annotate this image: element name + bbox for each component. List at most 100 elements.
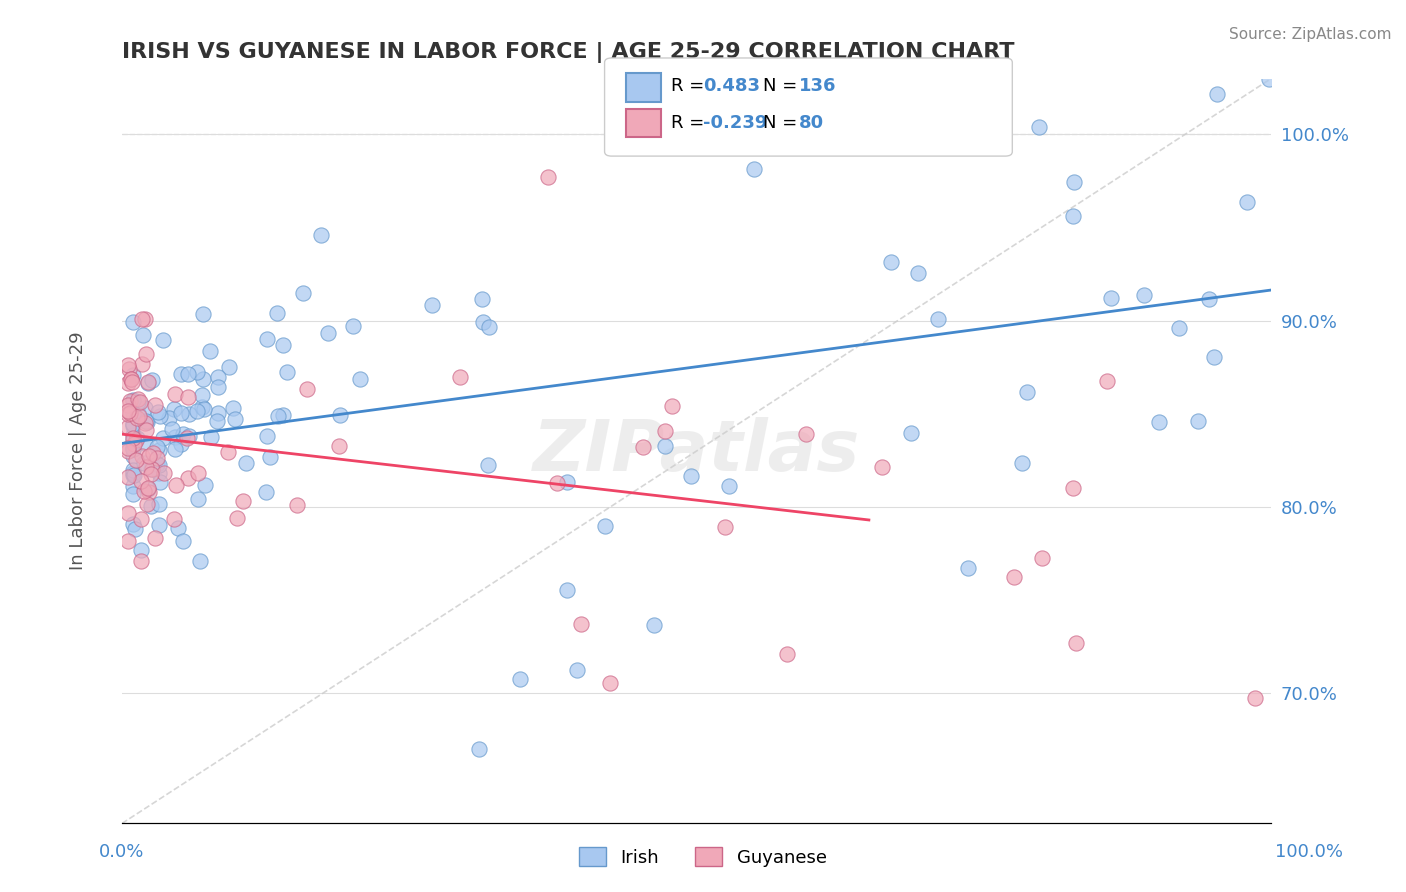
Point	[149, 409, 172, 423]
Point	[120, 372, 142, 386]
Point	[254, 484, 277, 499]
Point	[125, 411, 148, 425]
Point	[226, 510, 249, 524]
Point	[135, 423, 157, 437]
Point	[146, 458, 169, 472]
Point	[205, 414, 228, 428]
Point	[1133, 287, 1156, 301]
Point	[349, 372, 371, 386]
Point	[170, 436, 193, 450]
Text: N =: N =	[763, 77, 803, 95]
Point	[742, 162, 765, 177]
Point	[471, 315, 494, 329]
Point	[145, 398, 167, 412]
Point	[1064, 636, 1087, 650]
Point	[177, 428, 200, 442]
Point	[1031, 550, 1053, 565]
Point	[187, 492, 209, 507]
Point	[681, 469, 703, 483]
Point	[117, 533, 139, 548]
Point	[1204, 350, 1226, 364]
Point	[152, 432, 174, 446]
Point	[957, 561, 980, 575]
Point	[132, 456, 155, 470]
Point	[654, 439, 676, 453]
Point	[131, 312, 153, 326]
Point	[149, 475, 172, 489]
Point	[1002, 570, 1025, 584]
Point	[138, 449, 160, 463]
Point	[117, 506, 139, 520]
Point	[207, 406, 229, 420]
Point	[129, 554, 152, 568]
Point	[117, 441, 139, 455]
Point	[198, 344, 221, 359]
Point	[136, 375, 159, 389]
Text: Source: ZipAtlas.com: Source: ZipAtlas.com	[1229, 27, 1392, 42]
Point	[122, 417, 145, 431]
Point	[122, 442, 145, 456]
Point	[157, 411, 180, 425]
Point	[125, 413, 148, 427]
Point	[291, 286, 314, 301]
Point	[194, 478, 217, 492]
Point	[117, 469, 139, 483]
Point	[165, 430, 187, 444]
Point	[1243, 690, 1265, 705]
Point	[148, 517, 170, 532]
Point	[276, 365, 298, 379]
Point	[148, 443, 170, 458]
Point	[1236, 194, 1258, 209]
Point	[186, 404, 208, 418]
Point	[134, 416, 156, 430]
Point	[129, 511, 152, 525]
Point	[449, 369, 471, 384]
Point	[141, 499, 163, 513]
Text: 0.0%: 0.0%	[98, 843, 143, 861]
Point	[172, 533, 194, 548]
Point	[1011, 456, 1033, 470]
Point	[118, 362, 141, 376]
Legend: Irish, Guyanese: Irish, Guyanese	[572, 840, 834, 874]
Point	[775, 648, 797, 662]
Point	[146, 451, 169, 466]
Point	[266, 306, 288, 320]
Point	[122, 368, 145, 382]
Point	[160, 422, 183, 436]
Point	[218, 359, 240, 374]
Point	[879, 255, 901, 269]
Point	[117, 443, 139, 458]
Point	[256, 332, 278, 346]
Point	[595, 519, 617, 533]
Point	[191, 388, 214, 402]
Text: N =: N =	[763, 114, 803, 132]
Point	[122, 449, 145, 463]
Point	[654, 424, 676, 438]
Point	[125, 433, 148, 447]
Point	[135, 460, 157, 475]
Point	[794, 426, 817, 441]
Point	[179, 407, 201, 421]
Point	[714, 519, 737, 533]
Point	[193, 307, 215, 321]
Point	[599, 676, 621, 690]
Point	[172, 426, 194, 441]
Point	[122, 417, 145, 431]
Point	[555, 583, 578, 598]
Point	[718, 479, 741, 493]
Point	[1205, 87, 1227, 102]
Point	[1028, 120, 1050, 135]
Point	[148, 458, 170, 472]
Point	[121, 376, 143, 390]
Point	[136, 376, 159, 391]
Point	[142, 445, 165, 459]
Point	[128, 409, 150, 424]
Point	[889, 71, 911, 86]
Point	[509, 672, 531, 686]
Point	[259, 450, 281, 464]
Point	[122, 436, 145, 450]
Point	[1168, 321, 1191, 335]
Text: 100.0%: 100.0%	[1275, 843, 1343, 861]
Point	[162, 512, 184, 526]
Point	[117, 359, 139, 373]
